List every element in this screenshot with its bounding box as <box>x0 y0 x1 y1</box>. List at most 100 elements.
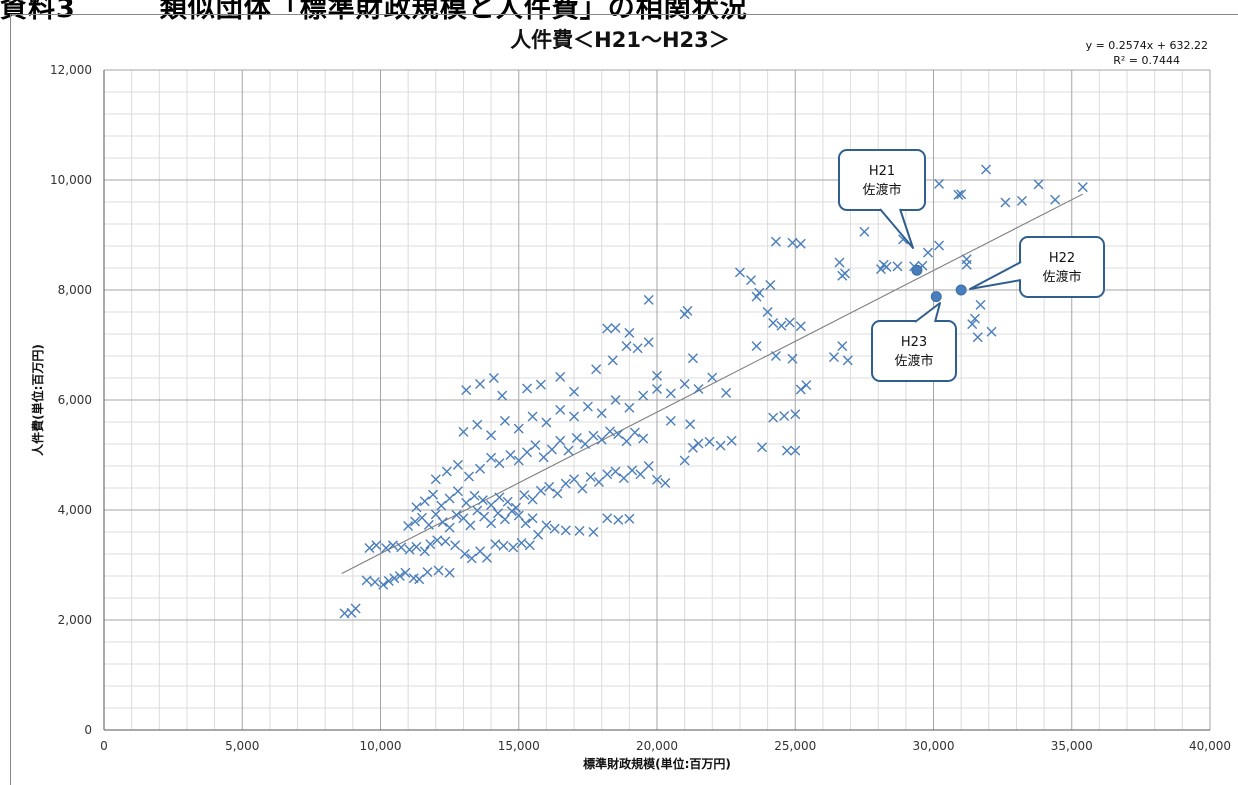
data-point-x-marker <box>452 459 463 470</box>
data-point-x-marker <box>396 542 407 553</box>
data-point-x-marker <box>591 364 602 375</box>
data-point-x-marker <box>776 320 787 331</box>
callouts: H21 佐渡市 H22 佐渡市 H23 佐渡市 <box>838 149 1105 382</box>
data-point-x-marker <box>986 326 997 337</box>
data-point-x-marker <box>494 492 505 503</box>
data-point-x-marker <box>371 540 382 551</box>
data-point-x-marker <box>795 238 806 249</box>
data-point-x-marker <box>934 240 945 251</box>
data-point-x-marker <box>555 371 566 382</box>
data-point-x-marker <box>459 549 470 559</box>
data-point-x-marker <box>437 517 448 528</box>
data-point-x-marker <box>569 386 580 397</box>
data-point-x-marker <box>593 476 604 487</box>
y-tick-labels: 0 2,000 4,000 6,000 8,000 10,000 12,000 <box>50 63 92 737</box>
data-point-x-marker <box>475 463 486 474</box>
data-point-x-marker <box>779 410 790 421</box>
y-tick-label: 4,000 <box>58 503 92 517</box>
data-point-x-marker <box>560 478 571 489</box>
data-point-x-marker <box>369 577 380 588</box>
x-tick-label: 0 <box>100 739 108 753</box>
data-point-x-marker <box>516 538 527 548</box>
data-point-x-marker <box>1077 182 1088 193</box>
data-point-x-marker <box>922 247 933 258</box>
data-point-x-marker <box>621 436 632 447</box>
data-point-x-marker <box>682 305 693 316</box>
data-point-x-marker <box>387 540 398 551</box>
data-point-x-marker <box>560 525 571 536</box>
data-point-x-marker <box>627 465 638 476</box>
data-point-x-marker <box>497 390 508 401</box>
data-point-x-marker <box>486 518 497 529</box>
data-point-x-marker <box>961 259 972 270</box>
data-point-x-marker <box>665 388 676 399</box>
data-point-x-marker <box>378 579 389 590</box>
data-point-x-marker <box>624 513 635 524</box>
data-point-x-marker <box>624 402 635 413</box>
data-point-x-marker <box>768 412 779 423</box>
data-point-x-marker <box>527 411 538 422</box>
data-point-x-marker <box>715 440 726 451</box>
trendline <box>341 193 1084 574</box>
data-point-x-marker <box>721 387 732 398</box>
data-point-x-marker <box>486 430 497 441</box>
data-point-x-marker <box>801 380 812 391</box>
data-point-x-marker <box>490 539 501 550</box>
data-point-x-marker <box>1050 194 1061 205</box>
data-point-x-marker <box>574 525 585 536</box>
data-point-x-marker <box>787 353 798 364</box>
data-point-x-marker <box>463 471 474 482</box>
data-point-x-marker <box>768 318 779 328</box>
data-point-x-marker <box>1016 195 1027 206</box>
data-point-x-marker <box>440 536 451 547</box>
callout-label-city: 佐渡市 <box>894 353 933 369</box>
data-point-x-marker <box>765 280 776 291</box>
data-point-x-marker <box>552 488 563 499</box>
data-point-x-marker <box>707 372 718 383</box>
data-point-x-marker <box>660 478 671 489</box>
y-axis-title: 人件費(単位:百万円) <box>30 344 45 456</box>
data-point-x-marker <box>461 497 472 508</box>
data-point-x-marker <box>475 379 486 390</box>
data-point-x-marker <box>585 472 596 482</box>
data-point-x-marker <box>419 546 430 557</box>
data-point-x-marker <box>834 257 845 268</box>
data-point-x-marker <box>638 433 649 444</box>
data-point-x-marker <box>754 287 765 298</box>
data-point-x-marker <box>613 514 624 525</box>
data-point-x-marker <box>635 469 646 480</box>
data-point-x-marker <box>580 439 591 449</box>
data-point-x-marker <box>486 500 497 511</box>
data-point-x-marker <box>638 390 649 401</box>
callout-box <box>871 320 957 382</box>
y-tick-label: 6,000 <box>58 393 92 407</box>
data-point-x-marker <box>466 553 477 564</box>
data-point-x-marker <box>687 353 698 364</box>
data-point-x-marker <box>757 442 768 453</box>
data-point-x-marker <box>643 294 654 305</box>
data-point-x-marker <box>538 452 549 463</box>
data-point-x-marker <box>596 434 607 445</box>
data-point-x-marker <box>423 519 434 530</box>
data-point-highlight <box>955 284 967 296</box>
data-point-x-marker <box>441 466 452 477</box>
callout-pointer <box>969 261 1022 290</box>
x-tick-label: 20,000 <box>636 739 678 753</box>
data-point-x-marker <box>618 473 629 484</box>
callout-h23: H23 佐渡市 <box>871 302 957 382</box>
data-point-x-marker <box>400 567 411 578</box>
data-point-x-marker <box>452 486 463 497</box>
x-tick-label: 35,000 <box>1051 739 1093 753</box>
data-point-x-marker <box>444 522 455 533</box>
data-point-x-marker <box>605 426 615 437</box>
data-point-x-marker <box>837 341 848 352</box>
x-tick-label: 25,000 <box>774 739 816 753</box>
data-point-x-marker <box>602 469 613 480</box>
data-point-x-marker <box>632 343 643 354</box>
data-point-x-marker <box>781 445 792 456</box>
data-point-x-marker <box>953 189 964 200</box>
data-point-x-marker <box>389 573 400 584</box>
x-tick-label: 40,000 <box>1189 739 1231 753</box>
data-point-x-marker <box>652 474 662 485</box>
data-point-x-marker <box>975 299 986 310</box>
